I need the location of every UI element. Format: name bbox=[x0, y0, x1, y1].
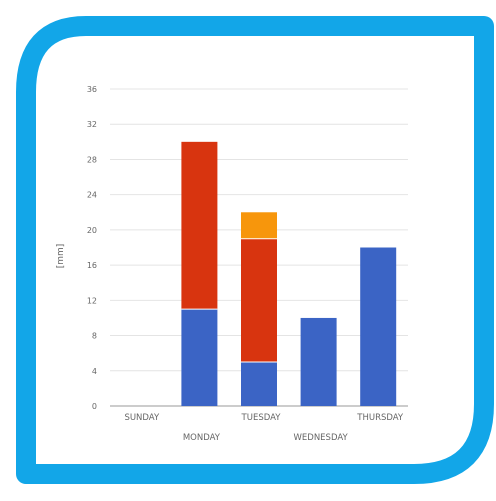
x-tick-label-thursday: THURSDAY bbox=[356, 413, 404, 423]
y-tick-labels: 0 4 8 12 16 20 24 28 32 36 bbox=[87, 85, 97, 411]
x-tick-label-tuesday: TUESDAY bbox=[241, 413, 282, 423]
y-tick-label: 36 bbox=[87, 85, 97, 94]
bar-tuesday-segment-3 bbox=[241, 212, 277, 239]
bar-tuesday-segment-2 bbox=[241, 238, 277, 362]
y-tick-label: 0 bbox=[92, 402, 97, 411]
bar-tuesday-segment-1 bbox=[241, 361, 277, 406]
x-tick-labels: SUNDAY MONDAY TUESDAY WEDNESDAY THURSDAY bbox=[124, 413, 403, 443]
y-tick-label: 8 bbox=[92, 332, 97, 341]
y-tick-label: 24 bbox=[87, 191, 97, 200]
x-tick-label-wednesday: WEDNESDAY bbox=[294, 433, 349, 443]
y-tick-label: 12 bbox=[87, 296, 97, 305]
y-tick-label: 32 bbox=[87, 120, 97, 129]
bar-wednesday-segment-1 bbox=[300, 317, 337, 406]
bars bbox=[181, 141, 397, 406]
y-tick-label: 28 bbox=[87, 155, 97, 164]
y-axis-label: [mm] bbox=[56, 244, 66, 269]
bar-monday-segment-2 bbox=[181, 141, 218, 310]
x-tick-label-monday: MONDAY bbox=[183, 433, 221, 443]
frame-border bbox=[16, 16, 494, 484]
y-tick-label: 16 bbox=[87, 261, 97, 270]
y-tick-label: 20 bbox=[87, 226, 97, 235]
bar-monday-segment-1 bbox=[181, 309, 218, 406]
bar-thursday-segment-1 bbox=[360, 247, 397, 406]
y-tick-label: 4 bbox=[92, 367, 97, 376]
x-tick-label-sunday: SUNDAY bbox=[124, 413, 160, 423]
